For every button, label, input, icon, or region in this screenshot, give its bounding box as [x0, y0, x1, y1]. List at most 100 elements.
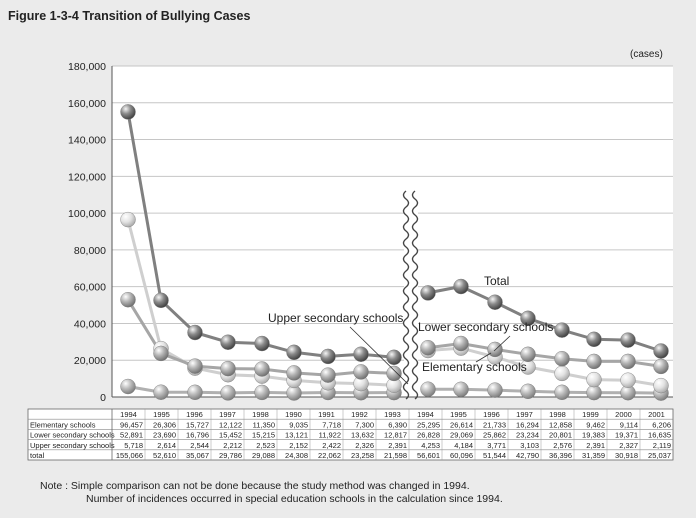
table-cell: 23,258	[351, 451, 374, 460]
table-header-year: 1998	[252, 410, 269, 419]
point-total	[187, 324, 203, 341]
note-line-1: Note : Simple comparison can not be done…	[40, 480, 470, 492]
table-cell: 30,918	[615, 451, 638, 460]
table-cell: 2,544	[190, 441, 209, 450]
point-lower-secondary-schools	[520, 346, 536, 362]
table-cell: 13,632	[351, 431, 374, 440]
leader-line	[475, 352, 492, 363]
table-cell: 2,152	[289, 441, 308, 450]
point-lower-secondary-schools	[286, 365, 302, 381]
table-cell: 3,103	[520, 441, 539, 450]
table-header-year: 1996	[483, 410, 500, 419]
table-cell: 25,295	[417, 420, 440, 429]
table-header-year: 1997	[516, 410, 533, 419]
point-lower-secondary-schools	[620, 353, 636, 370]
table-cell: 11,922	[319, 431, 341, 440]
table-header-year: 1993	[384, 410, 401, 419]
table-cell: 26,828	[417, 431, 440, 440]
point-total	[554, 322, 570, 338]
table-cell: 21,733	[483, 420, 506, 429]
y-tick-label: 120,000	[68, 171, 106, 183]
table-header-year: 1996	[186, 410, 203, 419]
table-cell: 4,184	[454, 441, 473, 450]
table-cell: 2,576	[553, 441, 572, 450]
table-cell: 36,396	[549, 451, 572, 460]
point-upper-secondary-schools	[254, 384, 270, 401]
point-total	[520, 310, 536, 326]
table-header-year: 2001	[648, 410, 665, 419]
table-row-label: Elementary schools	[30, 420, 96, 429]
table-cell: 7,718	[322, 420, 341, 429]
note: Note : Simple comparison can not be done…	[40, 480, 503, 506]
table-cell: 2,422	[322, 441, 341, 450]
table-cell: 2,391	[586, 441, 605, 450]
point-total	[353, 346, 369, 362]
point-lower-secondary-schools	[187, 358, 203, 374]
table-cell: 2,391	[388, 441, 407, 450]
point-elementary-schools	[554, 365, 570, 382]
point-total	[153, 292, 169, 308]
table-cell: 6,390	[388, 420, 407, 429]
point-lower-secondary-schools	[320, 367, 336, 383]
point-lower-secondary-schools	[586, 353, 602, 370]
table-cell: 2,523	[256, 441, 275, 450]
point-lower-secondary-schools	[353, 364, 369, 380]
table-header-year: 1994	[120, 410, 137, 419]
point-total	[453, 278, 469, 295]
table-cell: 12,858	[549, 420, 572, 429]
table-cell: 155,066	[116, 451, 143, 460]
table-cell: 22,062	[318, 451, 341, 460]
table-cell: 16,294	[516, 420, 539, 429]
point-upper-secondary-schools	[487, 382, 503, 398]
point-lower-secondary-schools	[453, 335, 469, 352]
point-total	[120, 104, 136, 120]
table-cell: 2,614	[157, 441, 176, 450]
table-cell: 13,121	[285, 431, 308, 440]
y-tick-label: 160,000	[68, 98, 106, 110]
table-header-year: 1999	[582, 410, 599, 419]
point-elementary-schools	[653, 377, 669, 394]
y-tick-label: 80,000	[74, 245, 106, 257]
table-cell: 20,801	[549, 431, 572, 440]
table-cell: 25,037	[648, 451, 671, 460]
table-cell: 23,690	[153, 431, 176, 440]
axis-break	[402, 186, 419, 400]
point-upper-secondary-schools	[586, 384, 602, 401]
table-header-year: 1991	[318, 410, 335, 419]
table-cell: 12,817	[384, 431, 407, 440]
table-header-year: 2000	[615, 410, 632, 419]
table-cell: 2,327	[619, 441, 638, 450]
table-cell: 51,544	[483, 451, 506, 460]
y-tick-label: 20,000	[74, 355, 106, 367]
y-tick-label: 180,000	[68, 61, 106, 73]
point-elementary-schools	[120, 211, 136, 228]
point-lower-secondary-schools	[653, 358, 669, 375]
table-cell: 6,206	[652, 420, 671, 429]
point-upper-secondary-schools	[187, 384, 203, 400]
point-lower-secondary-schools	[386, 365, 402, 382]
table-cell: 26,614	[450, 420, 473, 429]
table-header-year: 1995	[153, 410, 170, 419]
point-upper-secondary-schools	[520, 383, 536, 399]
point-upper-secondary-schools	[153, 384, 169, 400]
point-lower-secondary-schools	[153, 345, 169, 362]
table-cell: 24,308	[285, 451, 308, 460]
table-header-year: 1990	[285, 410, 302, 419]
table-row-label: Lower secondary schools	[30, 431, 115, 440]
series-label-lower-secondary-schools: Lower secondary schools	[418, 320, 553, 334]
point-upper-secondary-schools	[120, 378, 136, 395]
table-cell: 7,300	[355, 420, 374, 429]
y-tick-label: 140,000	[68, 135, 106, 147]
series-label-upper-secondary-schools: Upper secondary schools	[268, 311, 403, 325]
table-cell: 16,635	[648, 431, 671, 440]
y-tick-label: 40,000	[74, 318, 106, 330]
unit-label: (cases)	[630, 49, 663, 60]
table-header-year: 1998	[549, 410, 566, 419]
point-total	[620, 332, 636, 348]
point-total	[254, 335, 270, 352]
series-label-total: Total	[484, 274, 509, 288]
point-lower-secondary-schools	[120, 292, 136, 308]
figure-title: Figure 1-3-4 Transition of Bullying Case…	[8, 9, 251, 23]
table-cell: 29,069	[450, 431, 473, 440]
